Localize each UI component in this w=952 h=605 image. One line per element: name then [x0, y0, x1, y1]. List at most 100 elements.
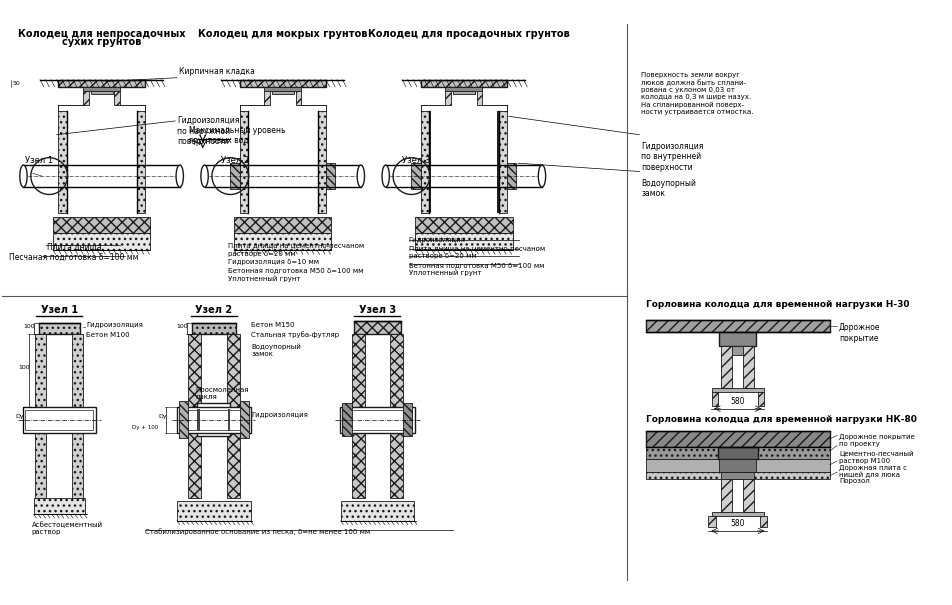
Bar	[758, 392, 764, 406]
Text: Узел 2: Узел 2	[195, 305, 232, 315]
Text: Горловина колодца для временной нагрузки Н-30: Горловина колодца для временной нагрузки…	[645, 300, 909, 309]
Bar	[197, 403, 230, 436]
Bar	[343, 403, 351, 436]
Bar	[35, 433, 47, 498]
Bar	[453, 91, 475, 94]
Text: Дорожное
покрытие: Дорожное покрытие	[839, 323, 881, 342]
Bar	[421, 111, 429, 213]
Text: Колодец для мокрых грунтов: Колодец для мокрых грунтов	[198, 29, 367, 39]
Bar	[722, 480, 732, 512]
Text: Дорожная плита с
нишей для люка: Дорожная плита с нишей для люка	[839, 465, 907, 479]
Bar	[240, 111, 248, 213]
Bar	[318, 111, 326, 213]
Bar	[234, 217, 331, 233]
Bar	[295, 91, 301, 105]
Bar	[645, 319, 830, 332]
Ellipse shape	[382, 165, 389, 187]
Bar	[712, 388, 764, 392]
Bar	[197, 409, 200, 431]
Bar	[72, 433, 83, 498]
Bar	[724, 346, 752, 355]
Bar	[499, 165, 507, 187]
Bar	[421, 165, 429, 187]
Bar	[23, 407, 96, 433]
Text: Асбестоцементный
раствор: Асбестоцементный раствор	[31, 521, 103, 535]
Text: Dy: Dy	[16, 414, 25, 419]
Ellipse shape	[201, 165, 208, 187]
Bar	[58, 79, 145, 87]
Text: растворе δ=20 мм: растворе δ=20 мм	[408, 253, 476, 260]
Bar	[421, 79, 507, 87]
Text: Стальная труба-футляр: Стальная труба-футляр	[251, 331, 340, 338]
Text: Узел 3: Узел 3	[359, 305, 396, 315]
Bar	[318, 165, 326, 187]
Bar	[403, 403, 412, 436]
Bar	[718, 447, 758, 459]
Text: 580: 580	[730, 519, 745, 528]
Bar	[341, 500, 414, 521]
Bar	[228, 409, 230, 431]
Text: Гидроизоляция: Гидроизоляция	[251, 412, 308, 418]
Text: Гидроизоляция δ=10 мм: Гидроизоляция δ=10 мм	[228, 259, 319, 265]
Bar	[720, 459, 756, 472]
Bar	[177, 500, 250, 521]
Bar	[645, 431, 830, 447]
Bar	[722, 472, 754, 480]
Bar	[240, 79, 326, 87]
Bar	[712, 512, 764, 516]
Bar	[83, 91, 89, 105]
Text: Гидроизоляция: Гидроизоляция	[86, 322, 143, 328]
Bar	[415, 233, 512, 237]
Bar	[760, 516, 767, 528]
Bar	[33, 498, 85, 514]
Text: Уплотненный грунт: Уплотненный грунт	[408, 270, 481, 276]
Bar	[234, 233, 331, 237]
Bar	[645, 459, 830, 472]
Text: Стабилизированное основание из песка, δ=не менее 100 мм: Стабилизированное основание из песка, δ=…	[145, 528, 370, 535]
Ellipse shape	[20, 165, 28, 187]
Bar	[53, 217, 150, 233]
Bar	[83, 87, 120, 91]
Text: 580: 580	[730, 397, 745, 406]
Text: Максимальный уровень: Максимальный уровень	[188, 125, 286, 134]
Ellipse shape	[357, 165, 365, 187]
Bar	[53, 233, 150, 250]
Bar	[39, 323, 80, 334]
Ellipse shape	[538, 165, 545, 187]
Bar	[415, 233, 512, 250]
Bar	[722, 346, 732, 388]
Text: Dy + 100: Dy + 100	[132, 425, 159, 431]
Bar	[708, 516, 716, 528]
Bar	[234, 233, 331, 250]
Bar	[191, 323, 236, 334]
Bar	[744, 480, 754, 512]
Bar	[230, 163, 240, 189]
Bar	[136, 165, 145, 187]
Text: Узел 3: Узел 3	[403, 156, 430, 165]
Text: растворе δ=20 мм: растворе δ=20 мм	[228, 250, 295, 257]
Bar	[744, 346, 754, 388]
Bar	[645, 447, 830, 459]
Text: Гидроизоляция
по внутренней
поверхности: Гидроизоляция по внутренней поверхности	[642, 142, 704, 172]
Text: Гидроизоляция: Гидроизоляция	[408, 237, 466, 243]
Bar	[720, 332, 756, 346]
Text: Плита днища: Плита днища	[47, 242, 101, 251]
Text: Водоупорный
замок: Водоупорный замок	[251, 344, 301, 357]
Text: Гидроизоляция
по наружной
поверхности: Гидроизоляция по наружной поверхности	[177, 116, 239, 146]
Text: Просмоленная
пакля: Просмоленная пакля	[195, 387, 248, 400]
Text: Узел 1: Узел 1	[41, 305, 78, 315]
Bar	[340, 407, 415, 433]
Text: Узел 2: Узел 2	[221, 156, 249, 165]
Bar	[240, 165, 248, 187]
Text: грунтовых вод: грунтовых вод	[188, 136, 248, 145]
Bar	[265, 91, 269, 105]
Bar	[343, 410, 412, 430]
Text: Колодец для непросадочных: Колодец для непросадочных	[18, 29, 186, 39]
Text: Цементно-песчаный
раствор М100: Цементно-песчаный раствор М100	[839, 450, 913, 463]
Bar	[240, 401, 248, 438]
Bar	[180, 410, 248, 430]
Bar	[177, 407, 250, 433]
Bar	[429, 111, 430, 213]
Bar	[72, 334, 83, 407]
Bar	[188, 433, 201, 498]
